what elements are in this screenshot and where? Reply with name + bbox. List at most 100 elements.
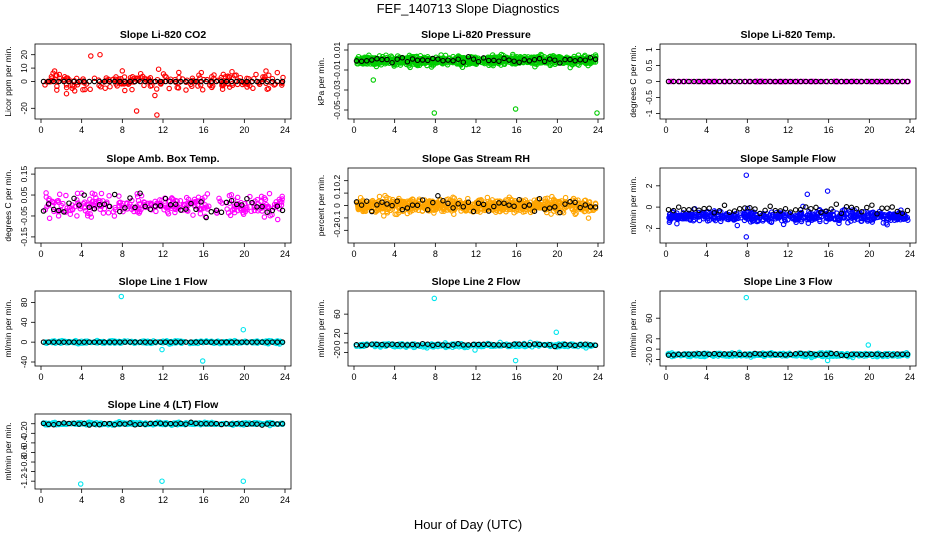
outlier-point: [431, 295, 438, 302]
reference-point: [363, 198, 370, 204]
reference-point: [681, 351, 687, 357]
reference-point: [894, 351, 901, 357]
reference-point: [167, 202, 174, 208]
outlier-point: [240, 478, 247, 484]
data-point: [441, 208, 447, 214]
reference-point: [772, 351, 779, 358]
data-point: [439, 205, 446, 212]
reference-point: [106, 78, 113, 85]
data-point: [362, 208, 369, 214]
data-point: [119, 68, 126, 74]
data-point: [694, 78, 700, 85]
reference-point: [767, 203, 773, 210]
data-point: [189, 199, 195, 206]
reference-point: [833, 351, 840, 357]
reference-point: [71, 78, 77, 85]
x-tick-label: 4: [79, 372, 84, 382]
reference-point: [731, 78, 738, 85]
data-point: [258, 193, 265, 200]
reference-point: [665, 206, 672, 213]
data-points: [665, 172, 911, 240]
data-points: [353, 51, 600, 116]
data-point: [704, 218, 711, 224]
reference-point: [782, 352, 789, 358]
data-point: [217, 198, 223, 205]
y-tick-label: -40: [19, 356, 29, 369]
reference-point: [686, 78, 692, 85]
reference-point: [572, 58, 578, 64]
reference-point: [358, 342, 365, 349]
reference-point: [577, 341, 583, 348]
reference-point: [101, 420, 108, 427]
reference-point: [521, 57, 528, 63]
data-point: [749, 213, 756, 219]
chart-panel: Slope Li-820 Temp.degrees C per min.0 4 8 1…: [628, 29, 917, 135]
reference-point: [269, 339, 276, 345]
y-tick-label: -0.15: [19, 227, 29, 247]
reference-point: [787, 351, 794, 358]
reference-point: [577, 204, 583, 211]
reference-point: [803, 78, 809, 85]
outlier-point: [594, 110, 600, 116]
reference-point: [587, 54, 594, 61]
reference-point: [384, 56, 390, 63]
reference-point: [706, 351, 712, 358]
reference-point: [879, 205, 885, 211]
data-point: [160, 420, 166, 426]
data-point: [796, 211, 802, 218]
reference-point: [66, 420, 72, 427]
reference-point: [843, 352, 850, 359]
data-point: [105, 210, 112, 216]
reference-point: [899, 210, 906, 216]
x-tick-label: 12: [158, 372, 168, 382]
outlier-point: [97, 51, 103, 58]
reference-point: [808, 205, 814, 212]
y-tick-label: 0: [332, 340, 342, 345]
data-point: [279, 82, 285, 88]
data-point: [46, 196, 52, 202]
data-point: [508, 196, 514, 202]
reference-point: [567, 199, 573, 205]
data-point: [199, 87, 206, 93]
reference-point: [353, 342, 360, 348]
reference-point: [582, 202, 589, 208]
reference-point: [81, 192, 87, 198]
data-point: [134, 191, 140, 197]
reference-point: [193, 339, 199, 345]
y-axis-label: Licor ppm per min.: [3, 46, 13, 116]
reference-point: [813, 351, 819, 358]
data-point: [490, 206, 497, 212]
reference-point: [501, 200, 507, 207]
reference-point: [193, 78, 199, 85]
data-point: [384, 194, 390, 201]
reference-point: [480, 341, 487, 348]
reference-point: [838, 352, 845, 359]
reference-point: [369, 341, 375, 347]
reference-point: [562, 341, 568, 348]
data-point: [585, 215, 592, 221]
reference-point: [757, 210, 763, 217]
data-point: [248, 208, 255, 215]
data-point: [572, 197, 579, 203]
figure-title: FEF_140713 Slope Diagnostics: [376, 1, 560, 16]
reference-point: [792, 78, 799, 85]
reference-point: [223, 78, 230, 85]
data-point: [176, 69, 182, 76]
data-point: [269, 75, 276, 82]
reference-point: [848, 78, 855, 85]
reference-point: [137, 421, 143, 428]
reference-point: [264, 78, 270, 85]
x-tick-label: 16: [824, 125, 834, 135]
data-point: [261, 214, 268, 220]
reference-point: [61, 420, 67, 426]
reference-point: [254, 204, 260, 210]
outlier-point: [240, 326, 247, 333]
reference-point: [552, 204, 558, 210]
reference-point: [274, 78, 281, 85]
data-point: [800, 350, 807, 357]
data-point: [725, 216, 732, 223]
data-point: [417, 203, 424, 210]
data-point: [720, 212, 726, 219]
reference-point: [424, 207, 431, 213]
